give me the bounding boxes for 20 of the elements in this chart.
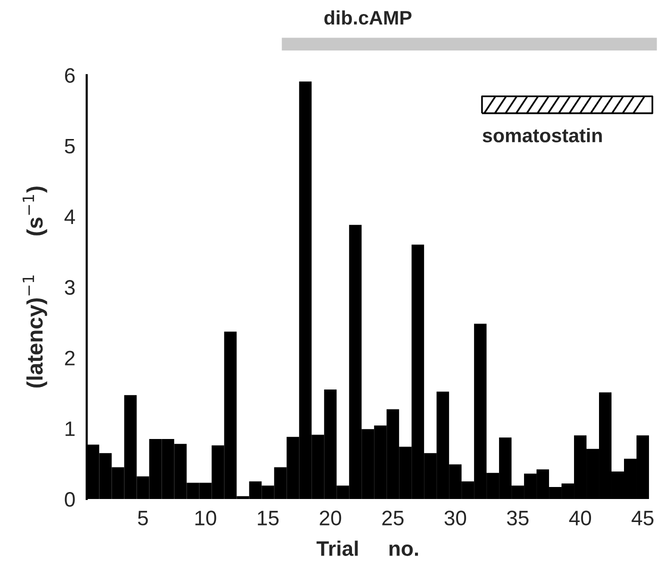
y-tick-label: 4 — [64, 210, 75, 224]
y-tick-label: 6 — [65, 68, 75, 83]
x-tick-label: 15 — [258, 510, 279, 526]
y-tick-label: 3 — [64, 280, 75, 295]
y-tick-label: 0 — [64, 492, 75, 507]
x-tick-label: 10 — [195, 510, 216, 526]
x-tick-label: 30 — [444, 510, 466, 526]
y-tick-label: 5 — [64, 138, 75, 154]
y-tick-label: 1 — [66, 422, 75, 436]
x-tick-label: 35 — [507, 510, 529, 526]
y-tick-label: 2 — [65, 350, 75, 366]
x-axis-title: Trial no. — [316, 540, 418, 556]
x-tick-label: 45 — [632, 510, 654, 526]
annotation: somatostatin — [482, 128, 602, 142]
x-tick-label: 40 — [569, 510, 592, 526]
x-tick-label: 20 — [320, 510, 342, 526]
text: (latency)$^{−1}$ (s$^{−1}$) — [22, 186, 48, 388]
text: dib.cAMP — [324, 10, 412, 25]
x-tick-label: 5 — [138, 510, 148, 526]
x-tick-label: 25 — [382, 510, 404, 526]
